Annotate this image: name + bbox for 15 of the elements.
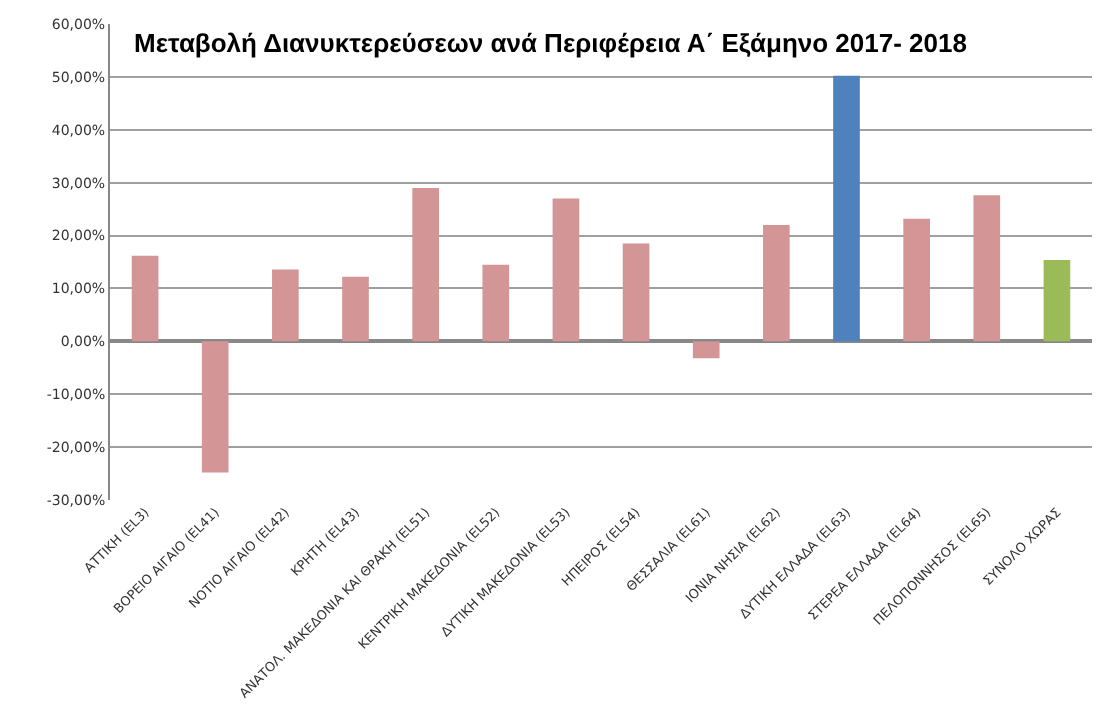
chart-title: Μεταβολή Διανυκτερεύσεων ανά Περιφέρεια Α΄ Εξάμηνο 2017- 2018	[134, 28, 967, 58]
bar	[692, 341, 720, 359]
bar	[833, 75, 860, 342]
bar	[131, 255, 159, 342]
bar	[763, 224, 790, 342]
bar	[201, 341, 229, 473]
bar	[552, 198, 580, 342]
bar	[622, 243, 650, 342]
bar	[973, 195, 1001, 342]
bar	[482, 264, 510, 342]
bar	[412, 187, 439, 342]
bar	[903, 218, 930, 342]
bar	[342, 276, 369, 342]
bar	[1043, 259, 1071, 342]
bar	[272, 269, 299, 342]
